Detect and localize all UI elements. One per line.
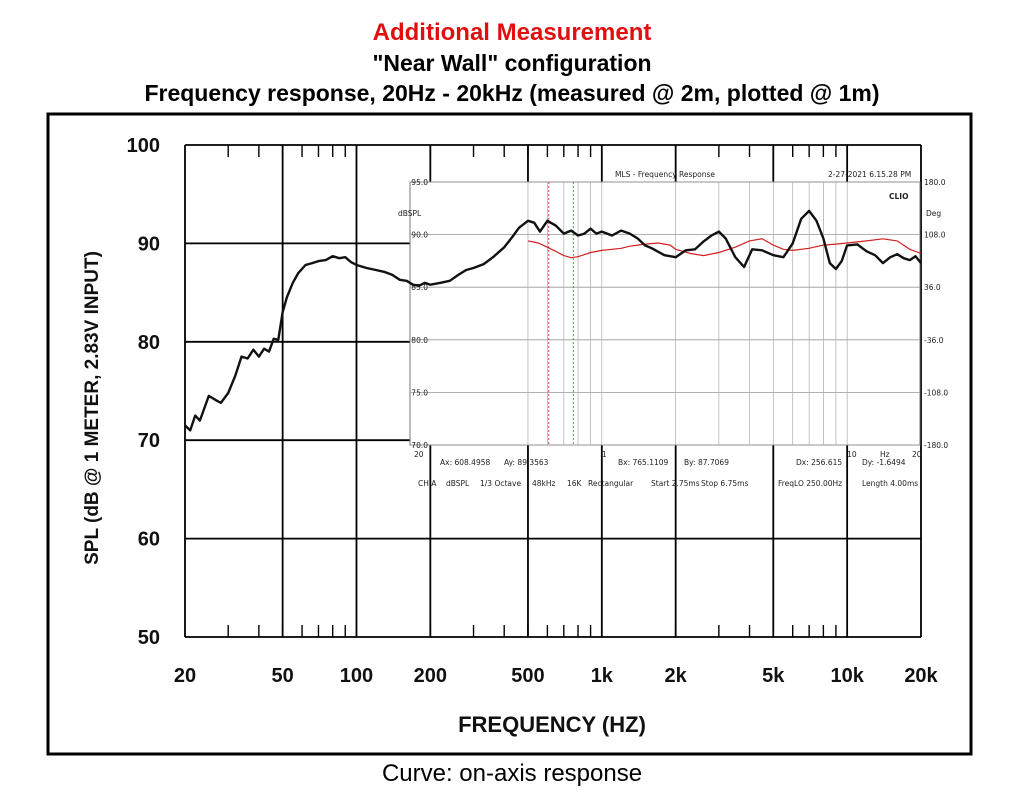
inset-setting: CH A	[418, 479, 437, 488]
inset-setting: dBSPL	[446, 479, 470, 488]
y-tick-label: 70	[138, 430, 160, 452]
inset-date: 2-27-2021 6.15.28 PM	[828, 170, 911, 179]
inset-right-tick: -36.0	[924, 336, 944, 345]
inset-left-tick: 85.0	[411, 283, 428, 292]
inset-right-tick: -180.0	[924, 441, 948, 450]
x-tick-label: 100	[340, 665, 373, 687]
inset-title: MLS - Frequency Response	[615, 170, 715, 179]
x-tick-label: 20k	[904, 665, 938, 687]
label-layer: 20 50 100 200 500 1k 2k 5k 10k 20k 50 60 70 80 90 100	[127, 135, 939, 687]
header-subtitle: "Near Wall" configuration	[372, 50, 652, 76]
caption: Curve: on-axis response	[381, 760, 643, 787]
inset-x-label: Hz	[880, 450, 890, 459]
cursor-a-x: Ax: 608.4958	[440, 458, 490, 467]
y-tick-label: 80	[138, 332, 160, 354]
x-tick-label: 500	[511, 665, 544, 687]
x-tick-label: 1k	[591, 665, 614, 687]
x-axis-label: FREQUENCY (HZ)	[458, 712, 646, 737]
x-tick-label: 10k	[830, 665, 864, 687]
delta-y: Dy: -1.6494	[862, 458, 906, 467]
inset-x-label: 20	[414, 450, 424, 459]
inset-left-tick: 80.0	[411, 336, 428, 345]
inset-x-label: 10	[847, 450, 857, 459]
inset-left-tick: 95.0	[411, 178, 428, 187]
inset-plot-area	[409, 181, 921, 446]
inset-x-label: 20	[912, 450, 922, 459]
inset-right-tick: 36.0	[924, 283, 941, 292]
y-axis-label: SPL (dB @ 1 METER, 2.83V INPUT)	[82, 251, 103, 565]
inset-left-tick: 70.0	[411, 441, 428, 450]
x-tick-label: 50	[272, 665, 294, 687]
inset-setting: 48kHz	[532, 479, 556, 488]
inset-setting: Rectangular	[588, 479, 634, 488]
inset-setting: Stop 6.75ms	[701, 479, 748, 488]
inset-right-tick: 180.0	[924, 178, 946, 187]
inset-brand: CLIO	[889, 192, 908, 201]
inset-right-tick: -108.0	[924, 388, 948, 397]
y-tick-label: 50	[138, 627, 160, 649]
x-tick-label: 5k	[762, 665, 785, 687]
chart-frame	[46, 112, 973, 756]
inset-right-unit: Deg	[926, 209, 941, 218]
curve-layer	[184, 209, 922, 432]
inset-setting: Length 4.00ms	[862, 479, 918, 488]
title-block: Additional Measurement "Near Wall" confi…	[0, 18, 1024, 108]
on-axis-response-curve	[184, 209, 922, 432]
inset-left-tick: 90.0	[411, 231, 428, 240]
x-tick-label: 2k	[665, 665, 688, 687]
y-tick-label: 60	[138, 529, 160, 551]
inset-left-tick: 75.0	[411, 388, 428, 397]
inset-setting: 1/3 Octave	[480, 479, 521, 488]
header-title: Additional Measurement	[372, 19, 652, 46]
delta-x: Dx: 256.615	[796, 458, 842, 467]
cursor-b-y: By: 87.7069	[684, 458, 729, 467]
cursor-a-y: Ay: 89.3563	[504, 458, 549, 467]
inset-clio-panel: MLS - Frequency Response 2-27-2021 6.15.2…	[398, 170, 948, 488]
x-tick-label: 200	[414, 665, 447, 687]
x-tick-label: 20	[174, 665, 196, 687]
inset-setting: 16K	[567, 479, 583, 488]
inset-setting: FreqLO 250.00Hz	[778, 479, 842, 488]
inset-right-tick: 108.0	[924, 231, 946, 240]
inset-left-unit: dBSPL	[398, 209, 422, 218]
inset-x-label: 1	[602, 450, 607, 459]
y-tick-label: 90	[138, 233, 160, 255]
inset-setting: Start 2.75ms	[651, 479, 700, 488]
cursor-b-x: Bx: 765.1109	[618, 458, 669, 467]
y-tick-label: 100	[127, 135, 160, 157]
header-description: Frequency response, 20Hz - 20kHz (measur…	[144, 80, 880, 106]
